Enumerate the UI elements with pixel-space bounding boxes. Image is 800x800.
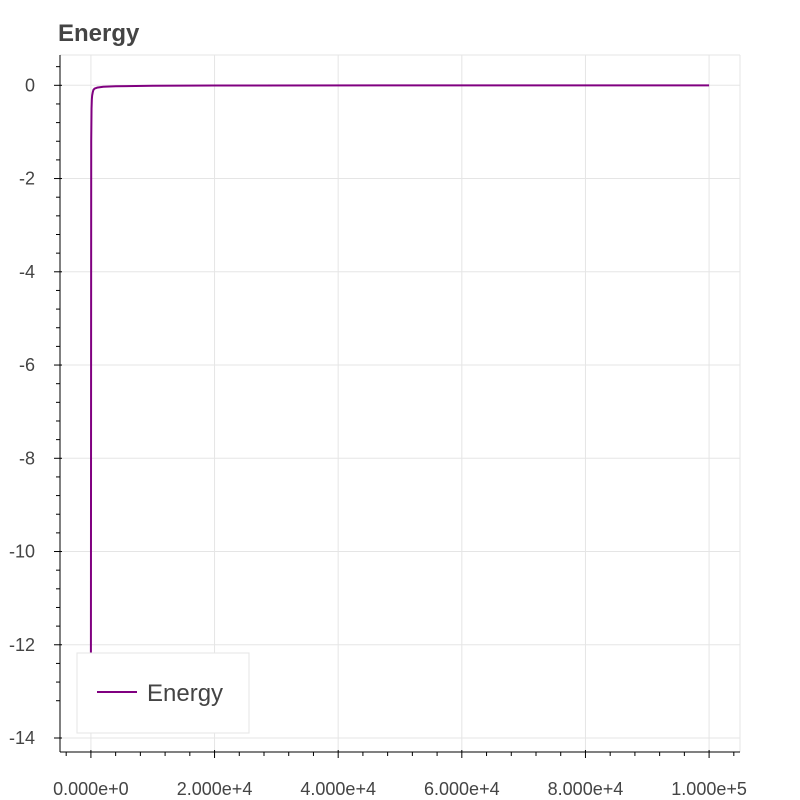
legend: Energy	[76, 652, 250, 734]
x-tick-label-3: 6.000e+4	[424, 779, 500, 799]
x-tick-label-5: 1.000e+5	[671, 779, 747, 799]
axes: 0 -2 -4 -6 -8 -10 -12 -14 0.000e+0 2.000e+4 4.000e…	[9, 55, 747, 799]
y-tick-label-7: -14	[9, 728, 35, 748]
y-tick-label-3: -6	[19, 355, 35, 375]
y-tick-label-2: -4	[19, 262, 35, 282]
grid	[60, 54, 741, 752]
series-layer	[89, 84, 710, 655]
y-tick-label-0: 0	[25, 75, 35, 95]
y-tick-label-4: -8	[19, 448, 35, 468]
y-tick-label-5: -10	[9, 542, 35, 562]
x-tick-label-2: 4.000e+4	[300, 779, 376, 799]
y-tick-label-1: -2	[19, 169, 35, 189]
chart-title: Energy	[58, 20, 140, 47]
series-line-energy	[89, 84, 710, 655]
x-tick-label-4: 8.000e+4	[548, 779, 624, 799]
y-tick-label-6: -12	[9, 635, 35, 655]
x-tick-label-0: 0.000e+0	[53, 779, 129, 799]
legend-label: Energy	[147, 680, 223, 707]
x-tick-label-1: 2.000e+4	[177, 779, 253, 799]
